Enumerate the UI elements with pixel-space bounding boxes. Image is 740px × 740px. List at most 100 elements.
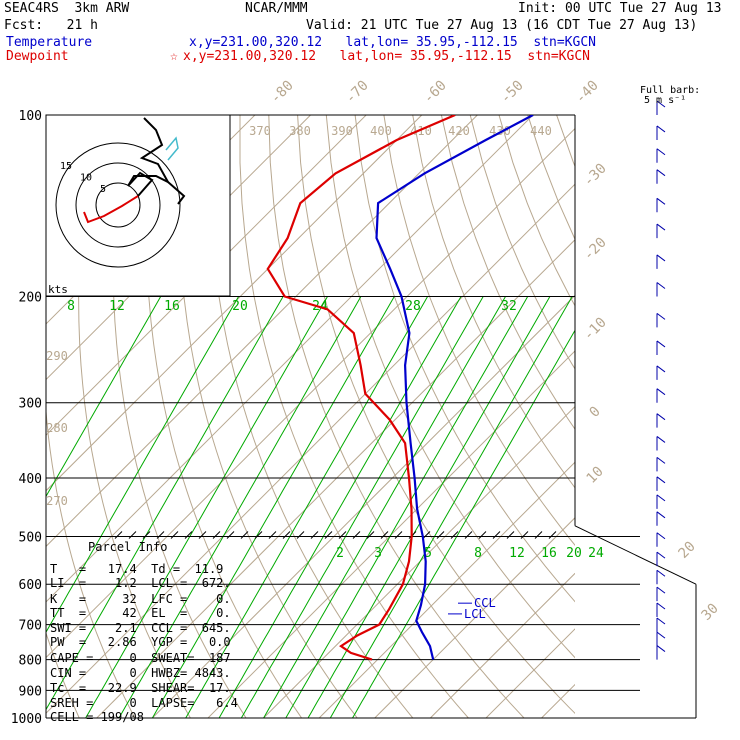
parcel-level-label: LCL bbox=[464, 607, 486, 621]
level-tick-mark bbox=[142, 531, 151, 539]
isotherm-line bbox=[485, 628, 575, 718]
pressure-tick-label: 600 bbox=[19, 578, 42, 593]
level-tick-mark bbox=[506, 531, 515, 539]
agency-name: NCAR/MMM bbox=[245, 1, 308, 16]
wind-barb-flag bbox=[656, 494, 666, 502]
dry-adiabat-line bbox=[440, 115, 575, 431]
theta-label: 280 bbox=[46, 421, 68, 435]
isotherm-label: 30 bbox=[699, 601, 722, 624]
hodograph-ring-label: 5 bbox=[100, 184, 106, 195]
dewpoint-profile-line bbox=[266, 115, 456, 661]
dry-adiabat-line bbox=[412, 115, 575, 489]
isotherm-label: -30 bbox=[581, 161, 610, 190]
level-tick-mark bbox=[394, 531, 403, 539]
temperature-legend-info: x,y=231.00,320.12 lat,lon= 35.95,-112.15… bbox=[189, 35, 596, 50]
dry-adiabat-line bbox=[112, 115, 247, 718]
mixing-ratio-line bbox=[329, 296, 573, 718]
parcel-info-line: SWI = 2.1 CCL = 645. bbox=[50, 621, 231, 635]
wind-barb-flag bbox=[656, 511, 666, 519]
init-time: Init: 00 UTC Tue 27 Aug 13 bbox=[518, 1, 722, 16]
level-tick-mark bbox=[352, 531, 361, 539]
dry-adiabat-line bbox=[178, 115, 358, 718]
mixing-ratio-label-lower: 12 bbox=[509, 546, 525, 561]
parcel-info-line: SREH = 0 LAPSE= 6.4 bbox=[50, 696, 238, 710]
parcel-info-line: Tc = 22.9 SHEAR= 17. bbox=[50, 681, 231, 695]
mixing-ratio-label-lower: 5 bbox=[424, 546, 432, 561]
parcel-level-label: CCL bbox=[474, 596, 496, 610]
theta-label: 290 bbox=[46, 349, 68, 363]
isotherm-line bbox=[374, 517, 575, 718]
level-tick-mark bbox=[268, 531, 277, 539]
wind-barb-flag bbox=[656, 436, 666, 443]
isotherm-label: -40 bbox=[573, 78, 602, 107]
wind-barb-flag bbox=[656, 476, 666, 484]
wind-barb-flag bbox=[656, 169, 666, 177]
mixing-ratio-label-lower: 24 bbox=[588, 546, 604, 561]
parcel-info-line: CIN = 0 HWBZ= 4843. bbox=[50, 666, 231, 680]
dry-adiabat-line bbox=[498, 115, 575, 307]
dry-adiabat-line bbox=[672, 115, 740, 718]
pressure-tick-label: 200 bbox=[19, 291, 42, 306]
level-tick-mark bbox=[492, 531, 501, 539]
model-name: SEAC4RS 3km ARW bbox=[4, 1, 130, 16]
hodograph-tail-trace bbox=[167, 181, 186, 205]
mixing-ratio-line bbox=[352, 329, 575, 718]
pressure-tick-label: 1000 bbox=[11, 712, 42, 727]
parcel-info-line: K = 32 LFC = 0. bbox=[50, 592, 231, 606]
wind-barb-flag bbox=[656, 569, 666, 577]
dry-adiabat-line bbox=[383, 115, 575, 546]
theta-label: 440 bbox=[530, 124, 552, 138]
mixing-ratio-label-lower: 20 bbox=[566, 546, 582, 561]
pressure-tick-label: 400 bbox=[19, 472, 42, 487]
dry-adiabat-line bbox=[209, 115, 414, 718]
dewpoint-legend-marker: ☆ bbox=[170, 49, 178, 64]
dry-adiabat-line bbox=[469, 115, 575, 370]
mixing-ratio-label: 12 bbox=[109, 299, 125, 314]
dry-adiabat-line bbox=[46, 631, 80, 718]
mixing-ratio-label: 32 bbox=[501, 299, 517, 314]
wind-barb-flag bbox=[656, 125, 666, 133]
level-tick-mark bbox=[240, 531, 249, 539]
barb-legend-title: Full barb: bbox=[640, 85, 701, 96]
level-tick-mark bbox=[226, 531, 235, 539]
wind-barb-flag bbox=[656, 551, 666, 559]
wind-barb-flag bbox=[656, 617, 666, 625]
wind-barb-flag bbox=[656, 631, 666, 639]
wind-barb-flag bbox=[656, 388, 666, 396]
wind-barb-flag bbox=[656, 532, 666, 540]
mixing-ratio-line bbox=[218, 296, 462, 718]
wind-barb-flag bbox=[656, 365, 666, 373]
dry-adiabat-line bbox=[585, 115, 740, 718]
isotherm-line bbox=[318, 461, 575, 718]
level-tick-mark bbox=[128, 531, 137, 539]
isotherm-label: -20 bbox=[581, 235, 610, 264]
dry-adiabat-line bbox=[239, 115, 469, 718]
isotherm-label: -10 bbox=[581, 315, 610, 344]
barb-legend-unit: 5 m s⁻¹ bbox=[644, 95, 687, 106]
pressure-tick-label: 100 bbox=[19, 109, 42, 124]
parcel-info-line: CAPE = 0 SWEAT= 187 bbox=[50, 651, 231, 665]
temperature-profile-line bbox=[375, 115, 534, 660]
isotherm-line bbox=[263, 405, 575, 718]
isotherm-label: 0 bbox=[587, 404, 604, 421]
isotherm-label: -50 bbox=[498, 78, 527, 107]
dry-adiabat-line bbox=[729, 115, 740, 718]
level-tick-mark bbox=[464, 531, 473, 539]
theta-label: 390 bbox=[331, 124, 353, 138]
parcel-info-line: LI = 1.2 LCL = 672. bbox=[50, 576, 231, 590]
wind-barb-flag bbox=[656, 100, 666, 108]
valid-time: Valid: 21 UTC Tue 27 Aug 13 (16 CDT Tue … bbox=[306, 18, 698, 33]
isotherm-line bbox=[46, 127, 575, 659]
parcel-info-line: CELL = 199/08 bbox=[50, 710, 144, 724]
mixing-ratio-label-lower: 16 bbox=[541, 546, 557, 561]
isotherm-label: -70 bbox=[343, 78, 372, 107]
wind-barb-flag bbox=[656, 312, 666, 320]
level-tick-mark bbox=[534, 531, 543, 539]
wind-barb-flag bbox=[656, 282, 666, 289]
mixing-ratio-label: 8 bbox=[67, 299, 75, 314]
hodograph-lower-trace bbox=[83, 195, 139, 224]
isotherm-label: -80 bbox=[268, 78, 297, 107]
isotherm-label: -60 bbox=[421, 78, 450, 107]
